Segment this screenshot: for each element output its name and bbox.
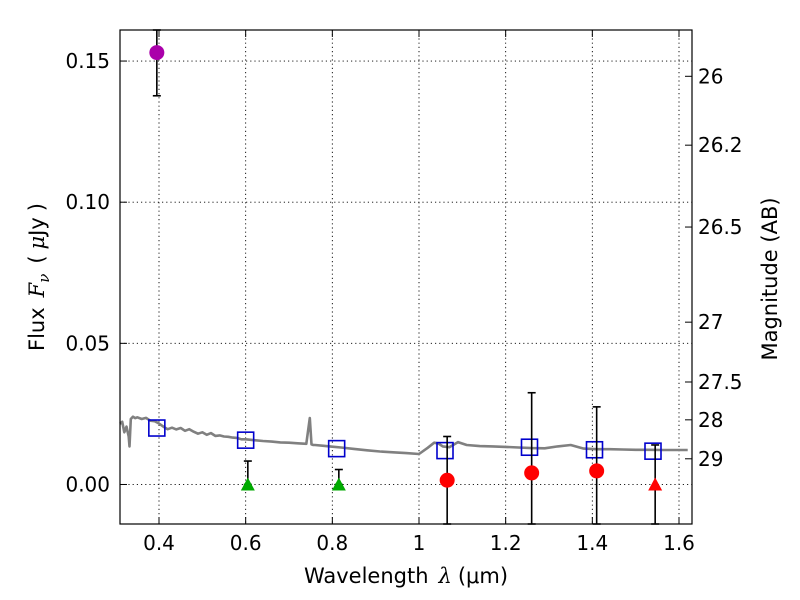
upper-limit-triangle <box>240 477 255 491</box>
y-tick-label: 0.10 <box>65 190 110 214</box>
detection-point <box>589 463 605 479</box>
right-axis-label: Magnitude (AB) <box>758 197 782 360</box>
y-tick-label: 0.00 <box>65 472 110 496</box>
y-axis-label: Flux Fν ( μJy) <box>25 203 53 351</box>
y-axis-unit-mu: μ <box>25 236 49 250</box>
y-axis-unit-rest: Jy <box>25 217 49 238</box>
right-tick-label: 28 <box>698 408 723 432</box>
x-axis-label-text: Wavelength <box>304 564 429 588</box>
x-tick-label: 1.6 <box>663 531 695 555</box>
right-tick-label: 27.5 <box>698 370 743 394</box>
model-sed-line <box>119 415 688 456</box>
model-photometry-square <box>436 441 454 460</box>
upper-limit-triangle <box>331 477 346 491</box>
model-photometry-square <box>585 440 604 459</box>
axis-ticks: 0.4 0.6 0.8 1 1.2 1.4 1.6 0.00 0.05 0.10 0.15 26 26.… <box>65 30 743 555</box>
x-axis-lambda: λ <box>438 564 452 588</box>
model-photometry-square <box>644 442 662 460</box>
upper-limit-triangle <box>648 477 663 491</box>
detection-point <box>439 472 455 488</box>
right-tick-label: 26 <box>698 64 723 88</box>
x-tick-label: 0.6 <box>230 531 262 555</box>
right-tick-label: 29 <box>698 447 723 471</box>
y-tick-label: 0.15 <box>65 49 110 73</box>
plot-frame <box>119 29 693 525</box>
y-axis-subscript: ν <box>35 274 53 283</box>
y-axis-symbol: F <box>25 281 49 298</box>
model-photometry-square <box>236 431 255 449</box>
x-axis-label: Wavelength λ (μm) <box>304 564 508 588</box>
x-tick-label: 0.4 <box>143 531 175 555</box>
detection-point <box>149 45 165 61</box>
detection-point <box>524 465 540 481</box>
x-tick-label: 1.4 <box>576 531 608 555</box>
y-axis-unit-open: ( <box>25 255 49 263</box>
model-photometry-square <box>327 439 346 458</box>
x-tick-label: 0.8 <box>316 531 348 555</box>
model-photometry-square <box>148 419 166 437</box>
y-axis-unit-close: ) <box>25 203 49 211</box>
x-tick-label: 1 <box>413 531 426 555</box>
plot-data <box>119 29 688 525</box>
x-tick-label: 1.2 <box>490 531 522 555</box>
y-axis-label-text: Flux <box>25 307 49 351</box>
right-tick-label: 27 <box>698 310 723 334</box>
right-tick-label: 26.5 <box>698 215 743 239</box>
y-tick-label: 0.05 <box>65 331 110 355</box>
right-tick-label: 26.2 <box>698 133 743 157</box>
x-axis-unit: (μm) <box>458 564 508 588</box>
model-photometry-square <box>520 438 539 457</box>
